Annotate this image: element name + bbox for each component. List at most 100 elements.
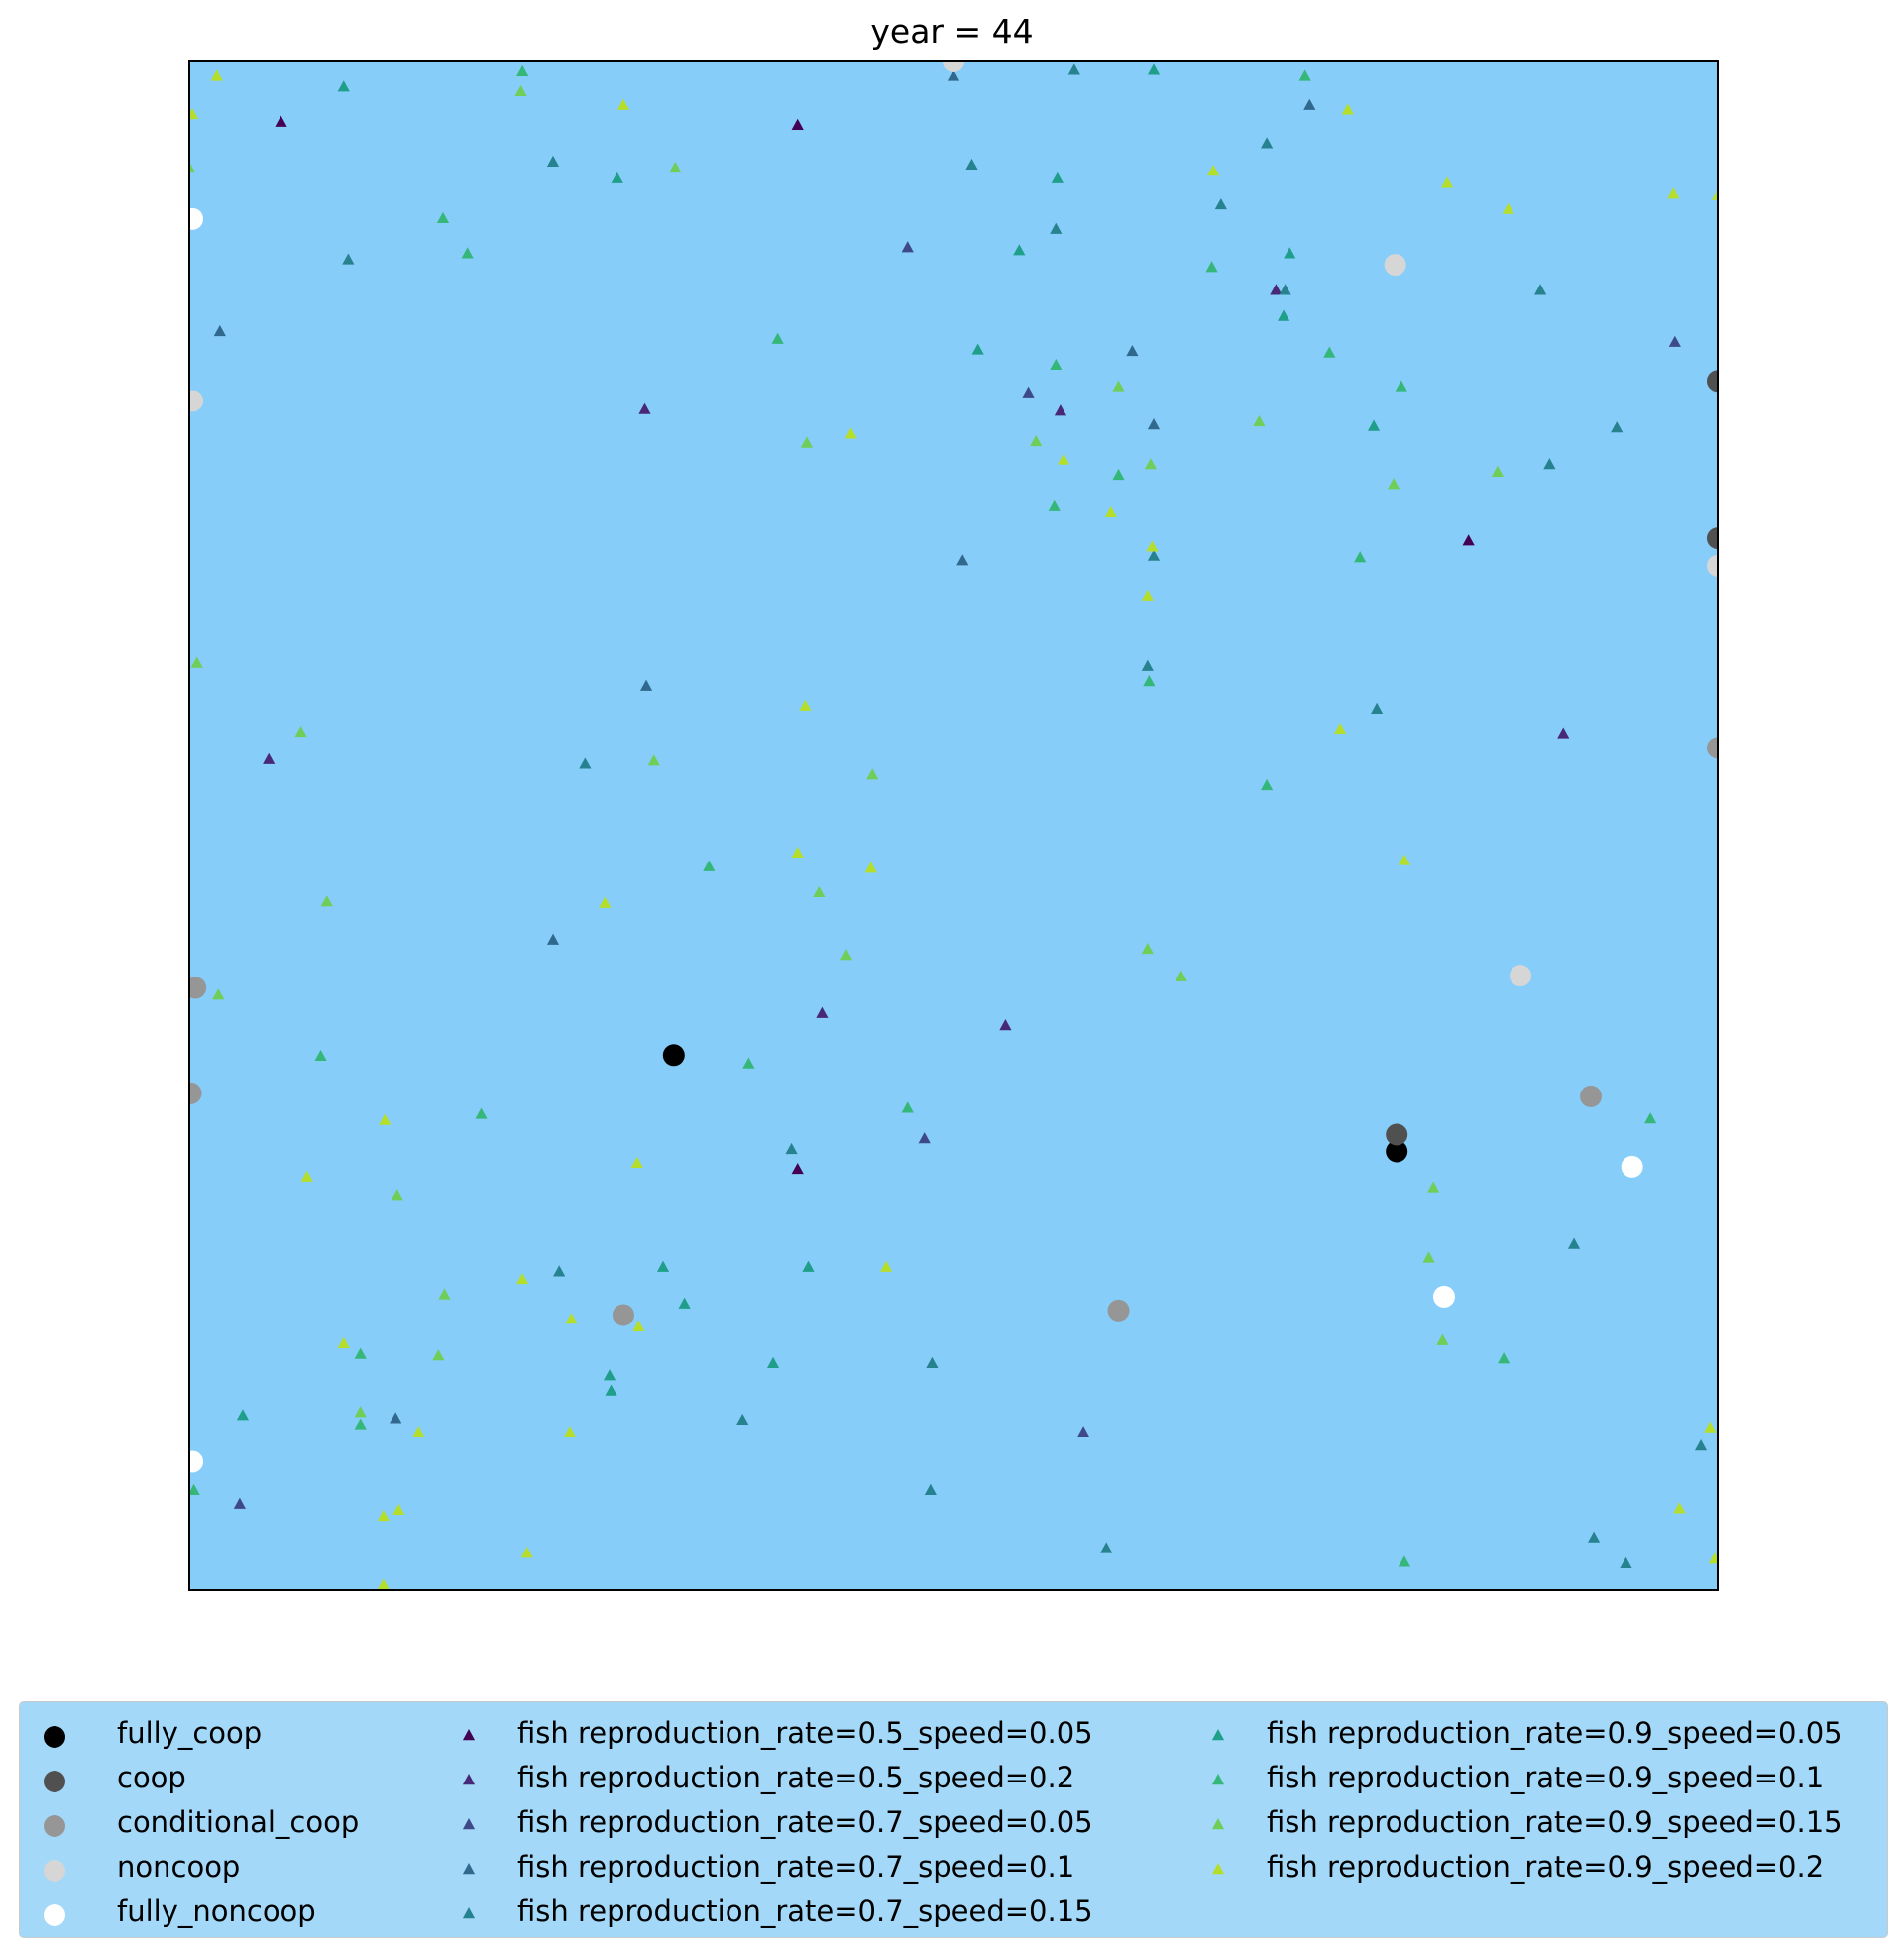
fish-point-13-0	[210, 69, 223, 81]
fish-point-11-7	[1050, 358, 1063, 371]
fish-point-9-6	[1214, 197, 1227, 210]
fish-point-11-0	[516, 64, 529, 76]
legend-marker	[1211, 1774, 1225, 1785]
fish-point-7-1	[1022, 386, 1035, 398]
fish-point-13-6	[1502, 202, 1514, 214]
fish-point-13-31	[377, 1509, 390, 1522]
fish-point-8-5	[1147, 417, 1161, 430]
fish-point-10-3	[1013, 244, 1026, 256]
fish-point-9-0	[1067, 63, 1080, 75]
fish-point-6-6	[999, 1019, 1012, 1031]
legend-label: fish reproduction_rate=0.7_speed=0.15	[517, 1895, 1093, 1928]
legend-marker	[462, 1907, 476, 1919]
fish-point-13-36	[1704, 1421, 1717, 1433]
fish-point-10-2	[611, 172, 623, 183]
fish-point-9-10	[1147, 549, 1161, 561]
fish-point-10-9	[236, 1409, 250, 1421]
fish-point-11-9	[1395, 380, 1407, 392]
fish-point-11-21	[901, 1101, 914, 1113]
fish-point-13-24	[516, 1272, 529, 1285]
fish-point-13-13	[1141, 589, 1154, 601]
fish-point-13-30	[392, 1503, 405, 1516]
fish-point-11-23	[1498, 1352, 1511, 1364]
fish-point-12-21	[391, 1189, 403, 1201]
fish-point-11-8	[1323, 346, 1336, 358]
chart-title: year = 44	[870, 12, 1034, 51]
fish-point-11-11	[1112, 468, 1125, 481]
legend-marker	[44, 1726, 65, 1748]
fish-point-6-4	[1557, 727, 1570, 739]
fish-point-11-15	[1261, 778, 1274, 791]
fish-point-12-20	[438, 1288, 451, 1300]
fisher-point-0-0	[662, 1044, 685, 1067]
fish-point-9-9	[1611, 421, 1624, 433]
fish-point-7-2	[1668, 335, 1681, 347]
fish-point-13-16	[791, 846, 804, 858]
fish-point-13-35	[1708, 1552, 1718, 1564]
fish-point-9-7	[1279, 284, 1291, 295]
fish-point-13-23	[337, 1336, 350, 1348]
fish-point-10-15	[603, 1369, 616, 1381]
fisher-point-2-3	[1107, 1299, 1130, 1322]
legend-marker	[44, 1860, 65, 1882]
fish-point-13-25	[880, 1260, 893, 1272]
fish-point-7-0	[901, 241, 914, 253]
fish-point-13-7	[1667, 187, 1680, 199]
legend-marker	[44, 1904, 65, 1926]
fisher-point-1-1	[1707, 370, 1718, 393]
fisher-point-2-2	[612, 1304, 634, 1326]
fish-point-8-4	[1126, 344, 1139, 357]
legend-label: noncoop	[117, 1850, 241, 1884]
fisher-point-3-2	[189, 390, 204, 412]
fish-point-11-25	[1398, 1555, 1410, 1567]
fish-point-13-32	[520, 1546, 533, 1558]
fish-point-9-8	[1543, 458, 1556, 470]
fish-point-10-8	[1367, 419, 1381, 431]
fish-point-12-13	[320, 895, 333, 907]
fish-point-7-4	[1076, 1426, 1090, 1437]
fish-point-9-2	[965, 158, 978, 171]
fish-point-6-0	[1270, 284, 1283, 295]
legend-label: fish reproduction_rate=0.9_speed=0.05	[1267, 1716, 1843, 1750]
legend-label: fish reproduction_rate=0.9_speed=0.15	[1267, 1805, 1843, 1839]
fish-point-7-3	[233, 1497, 246, 1509]
fish-point-13-4	[1341, 103, 1354, 115]
fish-point-11-24	[1644, 1112, 1657, 1124]
fish-point-9-24	[1100, 1542, 1113, 1553]
fish-point-13-19	[1398, 854, 1410, 865]
fish-point-9-4	[342, 253, 355, 265]
fish-point-13-18	[599, 896, 612, 908]
legend-label: fish reproduction_rate=0.9_speed=0.2	[1267, 1850, 1825, 1884]
fish-point-11-22	[742, 1057, 755, 1069]
fish-point-8-0	[947, 69, 960, 81]
fish-point-13-12	[1146, 540, 1159, 552]
fish-point-8-1	[1721, 80, 1733, 91]
fish-point-10-11	[656, 1260, 670, 1272]
fisher-point-3-0	[943, 61, 964, 72]
legend-label: fish reproduction_rate=0.5_speed=0.05	[517, 1716, 1093, 1750]
fisher-point-3-1	[1384, 254, 1406, 277]
fish-point-9-11	[579, 757, 592, 769]
fisher-point-1-2	[1707, 527, 1718, 550]
fish-point-8-9	[390, 1412, 402, 1424]
fish-point-12-22	[432, 1349, 445, 1361]
legend-label: fish reproduction_rate=0.9_speed=0.1	[1267, 1761, 1825, 1794]
legend-marker	[462, 1863, 476, 1875]
fish-point-13-21	[379, 1113, 392, 1125]
fish-point-5-3	[791, 1162, 804, 1175]
fish-point-13-17	[864, 862, 877, 873]
fisher-point-3-4	[1510, 965, 1532, 987]
fish-point-11-20	[354, 1418, 367, 1430]
fish-point-8-2	[1303, 98, 1316, 110]
fish-point-8-6	[956, 554, 969, 566]
fisher-point-4-1	[1621, 1155, 1643, 1178]
fish-point-9-5	[1050, 222, 1063, 234]
fish-point-12-11	[190, 656, 203, 668]
fish-point-6-5	[816, 1006, 829, 1018]
fish-point-12-7	[1253, 414, 1266, 427]
fish-point-9-12	[1141, 659, 1154, 671]
fish-point-9-17	[926, 1356, 939, 1368]
fish-point-11-2	[436, 211, 450, 224]
fisher-point-2-4	[1580, 1085, 1603, 1107]
